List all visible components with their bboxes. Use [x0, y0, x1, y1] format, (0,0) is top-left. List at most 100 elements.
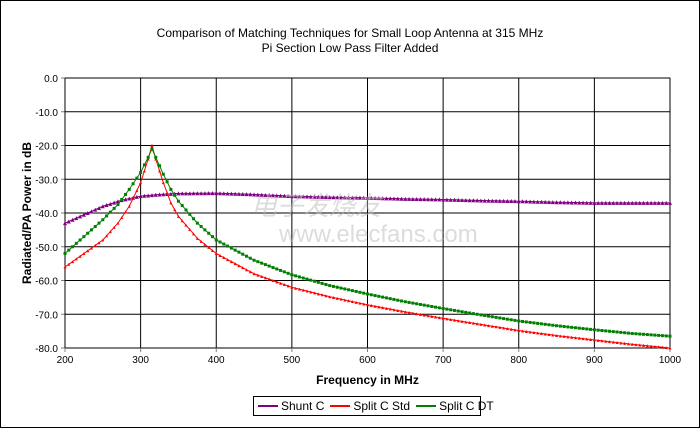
- data-point-triangle: [452, 197, 457, 202]
- data-point-triangle: [497, 198, 502, 203]
- data-point-triangle: [297, 287, 301, 291]
- data-point-triangle: [86, 249, 90, 253]
- data-point-triangle: [346, 195, 351, 200]
- data-point-triangle: [293, 194, 298, 199]
- data-point-triangle: [550, 200, 555, 205]
- data-point-triangle: [608, 340, 611, 344]
- data-point-triangle: [309, 290, 313, 294]
- data-point-triangle: [233, 262, 237, 266]
- data-point-triangle: [139, 181, 143, 185]
- y-tick-label: -20.0: [35, 142, 58, 153]
- data-point-triangle: [645, 200, 650, 205]
- data-point-triangle: [539, 199, 544, 204]
- data-point-triangle: [585, 337, 589, 341]
- legend-label: Split C DT: [439, 399, 494, 413]
- data-point-triangle: [426, 314, 430, 318]
- data-point-triangle: [97, 241, 101, 245]
- x-tick-label: 500: [284, 355, 301, 366]
- data-point-triangle: [645, 344, 649, 348]
- data-point-square: [358, 290, 362, 294]
- data-point-square: [169, 187, 173, 191]
- data-point-triangle: [668, 200, 672, 205]
- data-point-triangle: [460, 319, 464, 323]
- data-point-triangle: [637, 200, 642, 205]
- data-point-triangle: [366, 303, 369, 307]
- series-split-c-dt: [63, 147, 672, 338]
- data-point-square: [305, 277, 309, 281]
- data-point-triangle: [168, 191, 173, 196]
- data-point-triangle: [320, 194, 325, 199]
- data-point-square: [63, 252, 67, 255]
- data-point-triangle: [210, 248, 214, 252]
- data-point-triangle: [524, 199, 529, 204]
- data-point-triangle: [67, 262, 71, 266]
- data-point-square: [411, 301, 415, 305]
- data-point-square: [316, 280, 320, 284]
- data-point-square: [369, 293, 373, 297]
- data-point-triangle: [74, 257, 78, 261]
- data-point-triangle: [138, 194, 143, 199]
- data-point-square: [339, 286, 343, 290]
- data-point-triangle: [275, 280, 279, 284]
- data-point-triangle: [221, 191, 226, 196]
- data-point-square: [479, 313, 483, 317]
- legend-item: Shunt C: [258, 399, 324, 413]
- data-point-square: [267, 264, 271, 268]
- data-point-triangle: [554, 200, 559, 205]
- data-point-triangle: [188, 228, 192, 232]
- data-point-triangle: [516, 199, 521, 204]
- data-point-square: [210, 235, 214, 239]
- data-point-triangle: [444, 197, 449, 202]
- data-point-triangle: [509, 199, 514, 204]
- data-point-triangle: [414, 197, 419, 202]
- data-point-triangle: [97, 205, 102, 210]
- data-point-triangle: [104, 203, 109, 208]
- data-point-triangle: [664, 346, 668, 350]
- data-point-square: [539, 322, 543, 326]
- data-point-square: [581, 327, 585, 331]
- data-point-square: [426, 304, 430, 308]
- data-point-triangle: [161, 192, 166, 197]
- data-point-square: [570, 325, 574, 329]
- data-point-square: [165, 180, 169, 184]
- data-point-triangle: [142, 193, 147, 198]
- data-point-square: [71, 245, 75, 249]
- data-point-triangle: [312, 194, 317, 199]
- data-point-triangle: [157, 192, 162, 197]
- data-point-triangle: [195, 191, 200, 196]
- data-point-triangle: [384, 196, 389, 201]
- data-point-square: [279, 268, 283, 272]
- data-point-square: [653, 333, 657, 337]
- data-point-square: [86, 231, 90, 235]
- watermark-url: www.elecfans.com: [279, 221, 478, 248]
- data-point-triangle: [71, 260, 75, 264]
- data-point-triangle: [282, 193, 287, 198]
- data-point-triangle: [528, 199, 533, 204]
- data-point-square: [93, 225, 97, 228]
- data-point-square: [222, 242, 226, 246]
- data-point-triangle: [124, 210, 127, 214]
- data-point-triangle: [195, 236, 199, 240]
- data-point-triangle: [403, 196, 408, 201]
- data-point-triangle: [524, 329, 528, 333]
- data-point-square: [241, 252, 245, 256]
- data-point-square: [505, 317, 509, 321]
- data-point-triangle: [471, 321, 475, 325]
- data-point-triangle: [570, 335, 574, 339]
- data-point-triangle: [78, 254, 82, 258]
- data-point-triangle: [437, 316, 441, 320]
- data-point-triangle: [241, 266, 245, 270]
- data-point-triangle: [626, 200, 631, 205]
- data-point-triangle: [199, 239, 203, 243]
- data-point-triangle: [603, 200, 608, 205]
- data-point-triangle: [611, 200, 616, 205]
- data-point-triangle: [108, 201, 113, 206]
- data-point-triangle: [229, 191, 234, 196]
- data-point-square: [638, 332, 642, 336]
- data-point-triangle: [184, 191, 188, 196]
- data-point-square: [146, 155, 150, 159]
- data-point-triangle: [426, 197, 430, 202]
- data-point-square: [381, 295, 385, 299]
- data-point-triangle: [85, 211, 90, 215]
- data-point-triangle: [630, 200, 635, 205]
